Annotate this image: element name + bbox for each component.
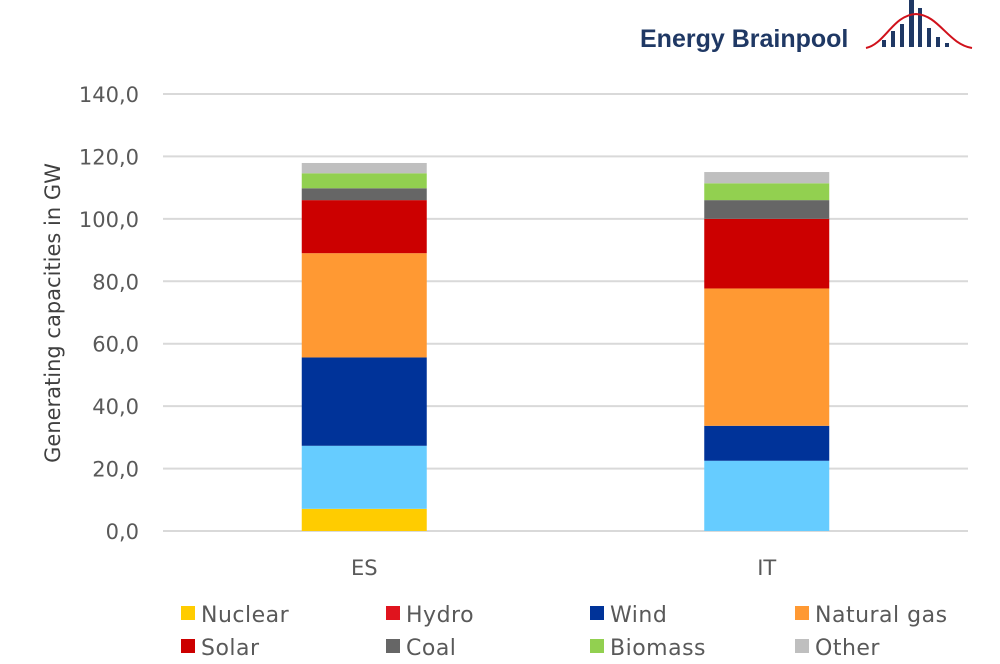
brand-logo: Energy Brainpool: [640, 0, 973, 53]
y-tick-label: 40,0: [92, 395, 139, 419]
legend-swatch: [386, 606, 400, 620]
y-tick-label: 0,0: [106, 520, 139, 544]
bar-segment-it-hydro: [704, 460, 830, 531]
bar-segment-it-coal: [704, 200, 830, 219]
bar-segment-es-natural-gas: [301, 253, 427, 358]
y-tick-label: 80,0: [92, 270, 139, 294]
legend-label: Other: [815, 636, 880, 661]
legend-swatch: [590, 639, 604, 653]
bar-segment-es-wind: [301, 357, 427, 446]
brand-logo-icon: [865, 0, 973, 49]
legend-item-solar: Solar: [181, 636, 260, 661]
legend-item-natural-gas: Natural gas: [795, 603, 948, 628]
bar-segment-it-other: [704, 172, 830, 184]
bar-segment-it-solar: [704, 218, 830, 289]
logo-bar: [891, 31, 895, 47]
logo-bell-curve: [865, 12, 973, 49]
y-tick-label: 60,0: [92, 333, 139, 357]
brand-name: Energy Brainpool: [640, 25, 848, 53]
legend-swatch: [795, 606, 809, 620]
bars: [301, 162, 830, 531]
legend-label: Solar: [201, 636, 260, 661]
legend-label: Nuclear: [201, 603, 290, 628]
legend-swatch: [590, 606, 604, 620]
bar-segment-es-other: [301, 162, 427, 174]
legend-item-nuclear: Nuclear: [181, 603, 290, 628]
legend-item-wind: Wind: [590, 603, 667, 628]
legend-swatch: [386, 639, 400, 653]
legend-swatch: [181, 639, 195, 653]
legend-item-coal: Coal: [386, 636, 456, 661]
bar-segment-es-nuclear: [301, 508, 427, 531]
legend-label: Wind: [610, 603, 667, 628]
legend-swatch: [181, 606, 195, 620]
y-axis-ticks: 0,0 20,0 40,0 60,0 80,0 100,0 120,0 140,0: [79, 83, 139, 544]
x-category-label: IT: [757, 556, 776, 580]
bar-segment-es-solar: [301, 200, 427, 254]
legend-label: Natural gas: [815, 603, 948, 628]
y-tick-label: 120,0: [79, 145, 139, 169]
logo-bar: [909, 0, 914, 47]
bar-segment-it-wind: [704, 425, 830, 461]
bar-stack-it: [704, 172, 830, 531]
logo-bar: [936, 37, 940, 47]
logo-bar: [900, 24, 904, 47]
y-tick-label: 20,0: [92, 458, 139, 482]
bar-segment-es-coal: [301, 188, 427, 201]
bar-stack-es: [301, 162, 427, 531]
legend-item-hydro: Hydro: [386, 603, 474, 628]
bar-segment-es-biomass: [301, 173, 427, 189]
bar-segment-it-natural-gas: [704, 288, 830, 426]
logo-bar: [918, 8, 922, 47]
logo-bar: [945, 43, 949, 47]
bar-segment-es-hydro: [301, 445, 427, 509]
x-axis-categories: ES IT: [351, 556, 776, 580]
y-axis-label: Generating capacities in GW: [41, 163, 65, 463]
legend-item-other: Other: [795, 636, 880, 661]
legend-label: Hydro: [406, 603, 474, 628]
y-tick-label: 100,0: [79, 208, 139, 232]
x-category-label: ES: [351, 556, 378, 580]
bar-segment-it-biomass: [704, 183, 830, 201]
logo-bar: [927, 28, 931, 47]
gridlines: [163, 93, 968, 532]
legend-label: Coal: [406, 636, 456, 661]
legend: Nuclear Hydro Wind Natural gas Solar Coal Biom…: [181, 603, 948, 661]
legend-item-biomass: Biomass: [590, 636, 706, 661]
logo-bar: [882, 40, 886, 47]
legend-label: Biomass: [610, 636, 706, 661]
y-tick-label: 140,0: [79, 83, 139, 107]
legend-swatch: [795, 639, 809, 653]
